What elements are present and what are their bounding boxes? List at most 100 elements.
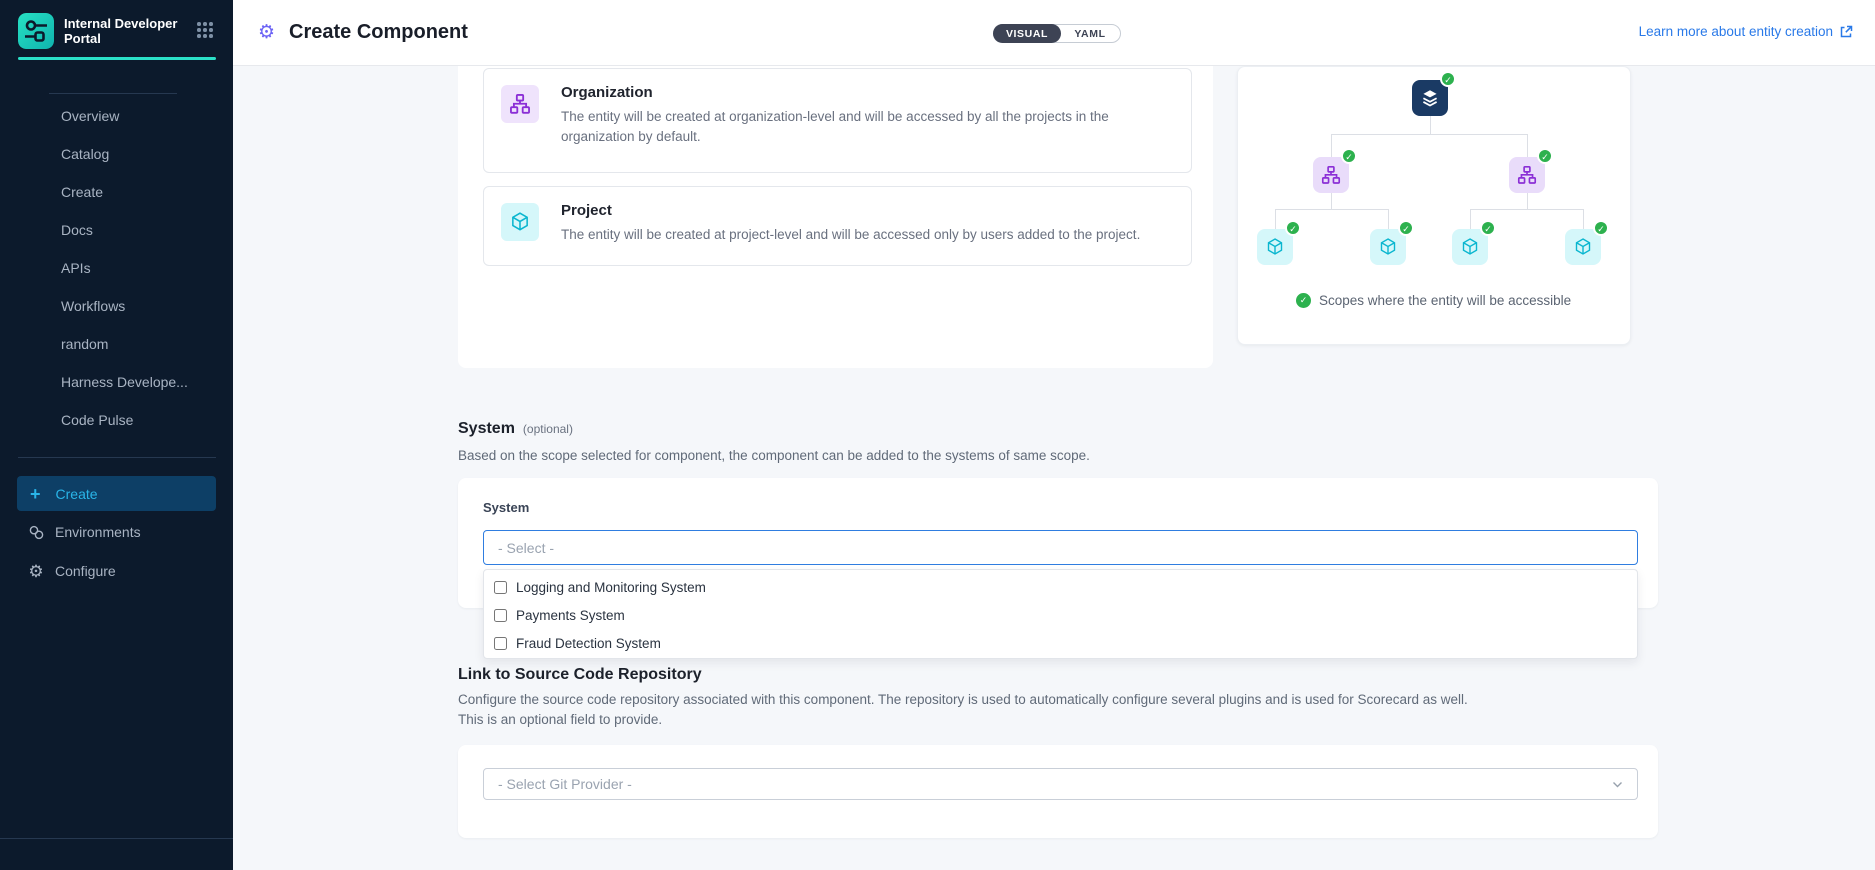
dropdown-option-logging[interactable]: Logging and Monitoring System	[484, 573, 1637, 601]
check-badge: ✓	[1593, 220, 1609, 236]
learn-more-link[interactable]: Learn more about entity creation	[1639, 24, 1853, 39]
git-provider-placeholder: - Select Git Provider -	[498, 776, 632, 792]
sidebar-item-random[interactable]: random	[61, 336, 109, 352]
sidebar-item-code-pulse[interactable]: Code Pulse	[61, 412, 134, 428]
organization-icon	[1517, 165, 1537, 184]
sidebar-item-apis[interactable]: APIs	[61, 260, 91, 276]
sidebar-divider-bottom	[0, 838, 233, 839]
repo-section-heading: Link to Source Code Repository	[458, 666, 702, 683]
sidebar-divider-top	[49, 93, 177, 94]
sidebar-item-configure[interactable]: ⚙ Configure	[0, 554, 233, 588]
diagram-org-node: ✓	[1509, 148, 1553, 193]
diagram-project-node: ✓	[1370, 220, 1414, 265]
diagram-caption-text: Scopes where the entity will be accessib…	[1319, 293, 1572, 308]
diagram-connector	[1527, 134, 1528, 157]
dropdown-option-payments[interactable]: Payments System	[484, 601, 1637, 629]
visual-yaml-toggle: VISUAL YAML	[993, 24, 1121, 43]
layers-icon	[1422, 90, 1438, 107]
repo-form-card: - Select Git Provider -	[458, 745, 1658, 838]
create-active-label: Create	[55, 485, 98, 502]
apps-grid-icon[interactable]	[197, 22, 215, 40]
diagram-org-node: ✓	[1313, 148, 1357, 193]
project-description: The entity will be created at project-le…	[561, 227, 1141, 242]
diagram-connector	[1583, 209, 1584, 229]
project-icon	[1575, 238, 1591, 255]
diagram-project-node: ✓	[1452, 220, 1496, 265]
option-label: Logging and Monitoring System	[516, 579, 706, 595]
tab-visual[interactable]: VISUAL	[993, 24, 1061, 43]
diagram-connector	[1331, 193, 1332, 209]
sidebar-nav: Overview Catalog Create Docs APIs Workfl…	[0, 97, 233, 439]
environments-label: Environments	[55, 524, 141, 540]
project-icon	[1462, 238, 1478, 255]
option-label: Payments System	[516, 607, 625, 623]
project-icon	[1380, 238, 1396, 255]
sidebar-item-overview[interactable]: Overview	[61, 108, 120, 124]
checkbox-fraud[interactable]	[494, 636, 507, 650]
diagram-connector	[1470, 209, 1583, 210]
page-title: Create Component	[289, 21, 468, 43]
system-optional-text: (optional)	[522, 422, 573, 436]
sidebar-item-docs[interactable]: Docs	[61, 222, 93, 238]
git-provider-select[interactable]: - Select Git Provider -	[483, 768, 1638, 800]
page-header: ⚙ Create Component VISUAL YAML Learn mor…	[233, 0, 1875, 66]
sidebar-item-catalog[interactable]: Catalog	[61, 146, 110, 162]
diagram-connector	[1527, 193, 1528, 209]
gear-icon: ⚙	[28, 561, 44, 581]
checkbox-payments[interactable]	[494, 608, 507, 622]
sidebar-item-workflows[interactable]: Workflows	[61, 298, 126, 314]
system-heading-text: System	[458, 420, 515, 437]
sidebar-divider-middle	[18, 457, 216, 458]
scope-option-project[interactable]: Project The entity will be created at pr…	[483, 186, 1192, 266]
scope-options-panel: Organization The entity will be created …	[458, 66, 1213, 368]
repo-description-line2: This is an optional field to provide.	[458, 712, 663, 727]
portal-logo-icon	[18, 13, 54, 49]
checkbox-logging[interactable]	[494, 580, 507, 594]
check-icon: ✓	[1296, 293, 1311, 308]
system-section-heading: System (optional)	[458, 420, 573, 438]
system-section-description: Based on the scope selected for componen…	[458, 448, 1090, 463]
component-gear-icon: ⚙	[258, 22, 276, 43]
diagram-connector	[1430, 116, 1431, 134]
diagram-caption: ✓ Scopes where the entity will be access…	[1296, 293, 1571, 308]
project-title: Project	[561, 202, 612, 219]
learn-more-label: Learn more about entity creation	[1638, 24, 1833, 39]
organization-description: The entity will be created at organizati…	[561, 109, 1109, 144]
repo-description-line1: Configure the source code repository ass…	[458, 692, 1468, 707]
environments-icon	[27, 523, 45, 541]
diagram-project-node: ✓	[1257, 220, 1301, 265]
option-label: Fraud Detection System	[516, 635, 661, 651]
tab-yaml[interactable]: YAML	[1074, 27, 1106, 40]
plus-icon: +	[30, 483, 41, 504]
project-icon	[1267, 238, 1283, 255]
chevron-down-icon	[1613, 781, 1622, 787]
organization-icon	[501, 85, 539, 123]
diagram-connector	[1388, 209, 1389, 229]
diagram-account-node: ✓	[1412, 71, 1456, 116]
sidebar-item-create-active[interactable]: + Create	[17, 476, 216, 511]
diagram-connector	[1275, 209, 1276, 229]
dropdown-option-fraud[interactable]: Fraud Detection System	[484, 629, 1637, 657]
check-badge: ✓	[1440, 71, 1456, 87]
check-badge: ✓	[1285, 220, 1301, 236]
check-badge: ✓	[1480, 220, 1496, 236]
sidebar-item-create[interactable]: Create	[61, 184, 104, 200]
sidebar-item-environments[interactable]: Environments	[0, 515, 233, 549]
sidebar-item-harness-developer[interactable]: Harness Develope...	[61, 374, 188, 390]
diagram-connector	[1331, 134, 1528, 135]
system-dropdown-menu: Logging and Monitoring System Payments S…	[483, 569, 1638, 659]
portal-logo-row: Internal Developer Portal	[18, 13, 215, 49]
external-link-icon	[1840, 25, 1853, 37]
check-badge: ✓	[1537, 148, 1553, 164]
portal-title: Internal Developer Portal	[64, 16, 178, 46]
diagram-connector	[1331, 134, 1332, 157]
system-field-label: System	[483, 500, 530, 515]
project-icon	[501, 203, 539, 241]
sidebar-accent-rule	[18, 57, 216, 60]
configure-label: Configure	[55, 563, 116, 579]
scope-option-organization[interactable]: Organization The entity will be created …	[483, 68, 1192, 173]
organization-title: Organization	[561, 84, 653, 101]
system-select[interactable]: - Select -	[483, 530, 1638, 565]
check-badge: ✓	[1398, 220, 1414, 236]
